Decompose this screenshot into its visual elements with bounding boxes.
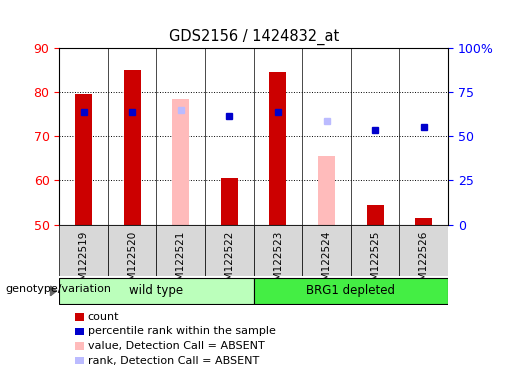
Text: GSM122522: GSM122522 <box>225 231 234 294</box>
Bar <box>269 72 286 225</box>
Text: GSM122526: GSM122526 <box>419 231 429 294</box>
Text: BRG1 depleted: BRG1 depleted <box>306 284 396 297</box>
Text: wild type: wild type <box>129 284 183 297</box>
Bar <box>59 278 253 304</box>
Text: GSM122524: GSM122524 <box>321 231 332 294</box>
Bar <box>108 225 157 276</box>
Bar <box>351 225 400 276</box>
Bar <box>221 178 238 225</box>
Bar <box>124 70 141 225</box>
Text: count: count <box>88 312 119 322</box>
Bar <box>157 225 205 276</box>
Bar <box>400 225 448 276</box>
Text: rank, Detection Call = ABSENT: rank, Detection Call = ABSENT <box>88 356 259 366</box>
Bar <box>367 205 384 225</box>
Bar <box>318 156 335 225</box>
Text: GSM122525: GSM122525 <box>370 231 380 294</box>
Title: GDS2156 / 1424832_at: GDS2156 / 1424832_at <box>168 29 339 45</box>
Text: GSM122521: GSM122521 <box>176 231 186 294</box>
Bar <box>302 225 351 276</box>
Bar <box>205 225 253 276</box>
Bar <box>415 218 432 225</box>
Bar <box>59 225 108 276</box>
Bar <box>172 99 189 225</box>
Text: value, Detection Call = ABSENT: value, Detection Call = ABSENT <box>88 341 264 351</box>
Text: percentile rank within the sample: percentile rank within the sample <box>88 326 276 336</box>
Text: GSM122520: GSM122520 <box>127 231 137 294</box>
Bar <box>253 225 302 276</box>
Text: GSM122523: GSM122523 <box>273 231 283 294</box>
Text: GSM122519: GSM122519 <box>78 231 89 294</box>
Bar <box>75 94 92 225</box>
Bar <box>253 278 448 304</box>
Text: genotype/variation: genotype/variation <box>5 284 111 294</box>
